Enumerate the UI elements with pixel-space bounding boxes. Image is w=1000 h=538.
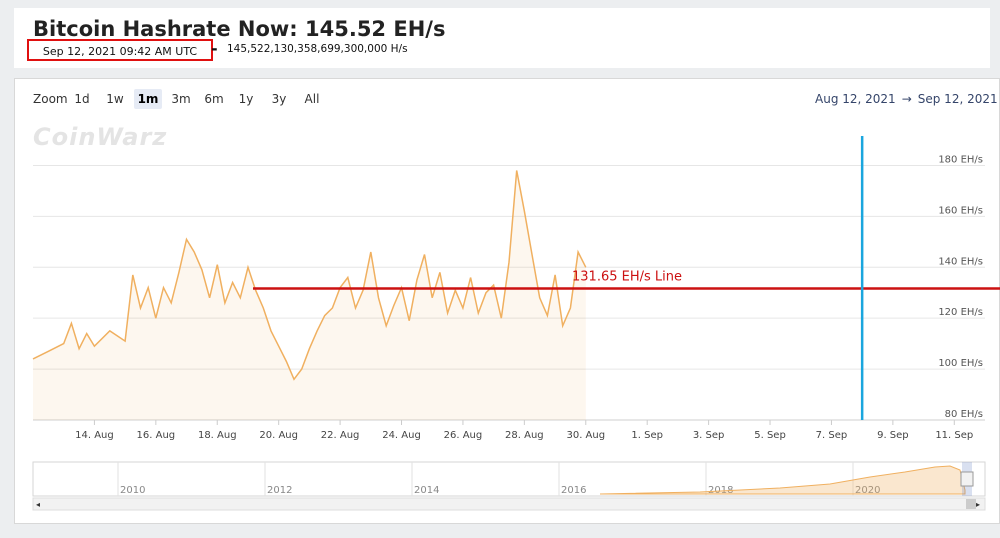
navigator-series (599, 465, 966, 495)
x-tick-label: 30. Aug (566, 430, 605, 441)
y-tick-label: 100 EH/s (938, 358, 983, 369)
y-tick-label: 180 EH/s (938, 154, 983, 165)
x-tick-label: 18. Aug (198, 430, 237, 441)
hashrate-line (32, 170, 587, 381)
timestamp: Sep 12, 2021 09:42 AM UTC (27, 39, 213, 61)
x-tick-label: 14. Aug (75, 430, 114, 441)
navigator-year-label: 2014 (414, 485, 439, 496)
navigator-year-label: 2010 (120, 485, 145, 496)
zoom-1m-button[interactable]: 1m (134, 89, 162, 109)
x-tick-label: 26. Aug (444, 430, 483, 441)
navigator[interactable]: 201020122014201620182020◂▸ (32, 461, 986, 511)
page-title: Bitcoin Hashrate Now: 145.52 EH/s (33, 17, 446, 41)
x-tick-label: 1. Sep (631, 430, 663, 441)
date-range[interactable]: Aug 12, 2021 → Sep 12, 2021 (815, 92, 998, 106)
zoom-label: Zoom (33, 92, 68, 106)
hashrate-hs: 145,522,130,358,699,300,000 H/s (227, 43, 408, 55)
zoom-1d-button[interactable]: 1d (74, 92, 90, 106)
x-tick-label: 24. Aug (382, 430, 421, 441)
range-arrow: → (901, 92, 912, 106)
zoom-all-button[interactable]: All (304, 92, 320, 106)
zoom-3m-button[interactable]: 3m (171, 92, 191, 106)
zoom-3y-button[interactable]: 3y (271, 92, 287, 106)
navigator-year-label: 2012 (267, 485, 292, 496)
reference-line-label: 131.65 EH/s Line (572, 270, 682, 285)
x-tick-label: 3. Sep (693, 430, 725, 441)
x-tick-label: 16. Aug (137, 430, 176, 441)
x-tick-label: 11. Sep (935, 430, 973, 441)
zoom-1w-button[interactable]: 1w (106, 92, 124, 106)
header: Bitcoin Hashrate Now: 145.52 EH/s Sep 12… (14, 8, 990, 68)
x-tick-label: 22. Aug (321, 430, 360, 441)
zoom-1y-button[interactable]: 1y (238, 92, 254, 106)
x-tick-label: 28. Aug (505, 430, 544, 441)
navigator-year-label: 2016 (561, 485, 586, 496)
navigator-year-label: 2020 (855, 485, 880, 496)
navigator-handle (960, 471, 974, 487)
x-tick-label: 5. Sep (754, 430, 786, 441)
y-tick-label: 140 EH/s (938, 256, 983, 267)
x-tick-label: 20. Aug (259, 430, 298, 441)
scroll-right-arrow: ▸ (976, 500, 980, 509)
x-tick-label: 9. Sep (877, 430, 909, 441)
scrollbar-track (32, 497, 986, 511)
range-to[interactable]: Sep 12, 2021 (917, 92, 998, 106)
watermark-logo: CoinWarz (33, 123, 168, 151)
zoom-6m-button[interactable]: 6m (204, 92, 224, 106)
range-from[interactable]: Aug 12, 2021 (815, 92, 896, 106)
hashrate-area (33, 170, 586, 420)
navigator-frame (32, 461, 986, 497)
scroll-left-arrow: ◂ (36, 500, 40, 509)
y-tick-label: 160 EH/s (938, 205, 983, 216)
separator: - (211, 39, 218, 58)
y-tick-label: 120 EH/s (938, 307, 983, 318)
scrollbar-thumb (966, 499, 976, 509)
x-tick-label: 7. Sep (816, 430, 848, 441)
y-tick-label: 80 EH/s (945, 409, 983, 420)
chart-panel: Zoom 1d 1w 1m 3m 6m 1y 3y All Aug 12, 20… (14, 78, 1000, 524)
